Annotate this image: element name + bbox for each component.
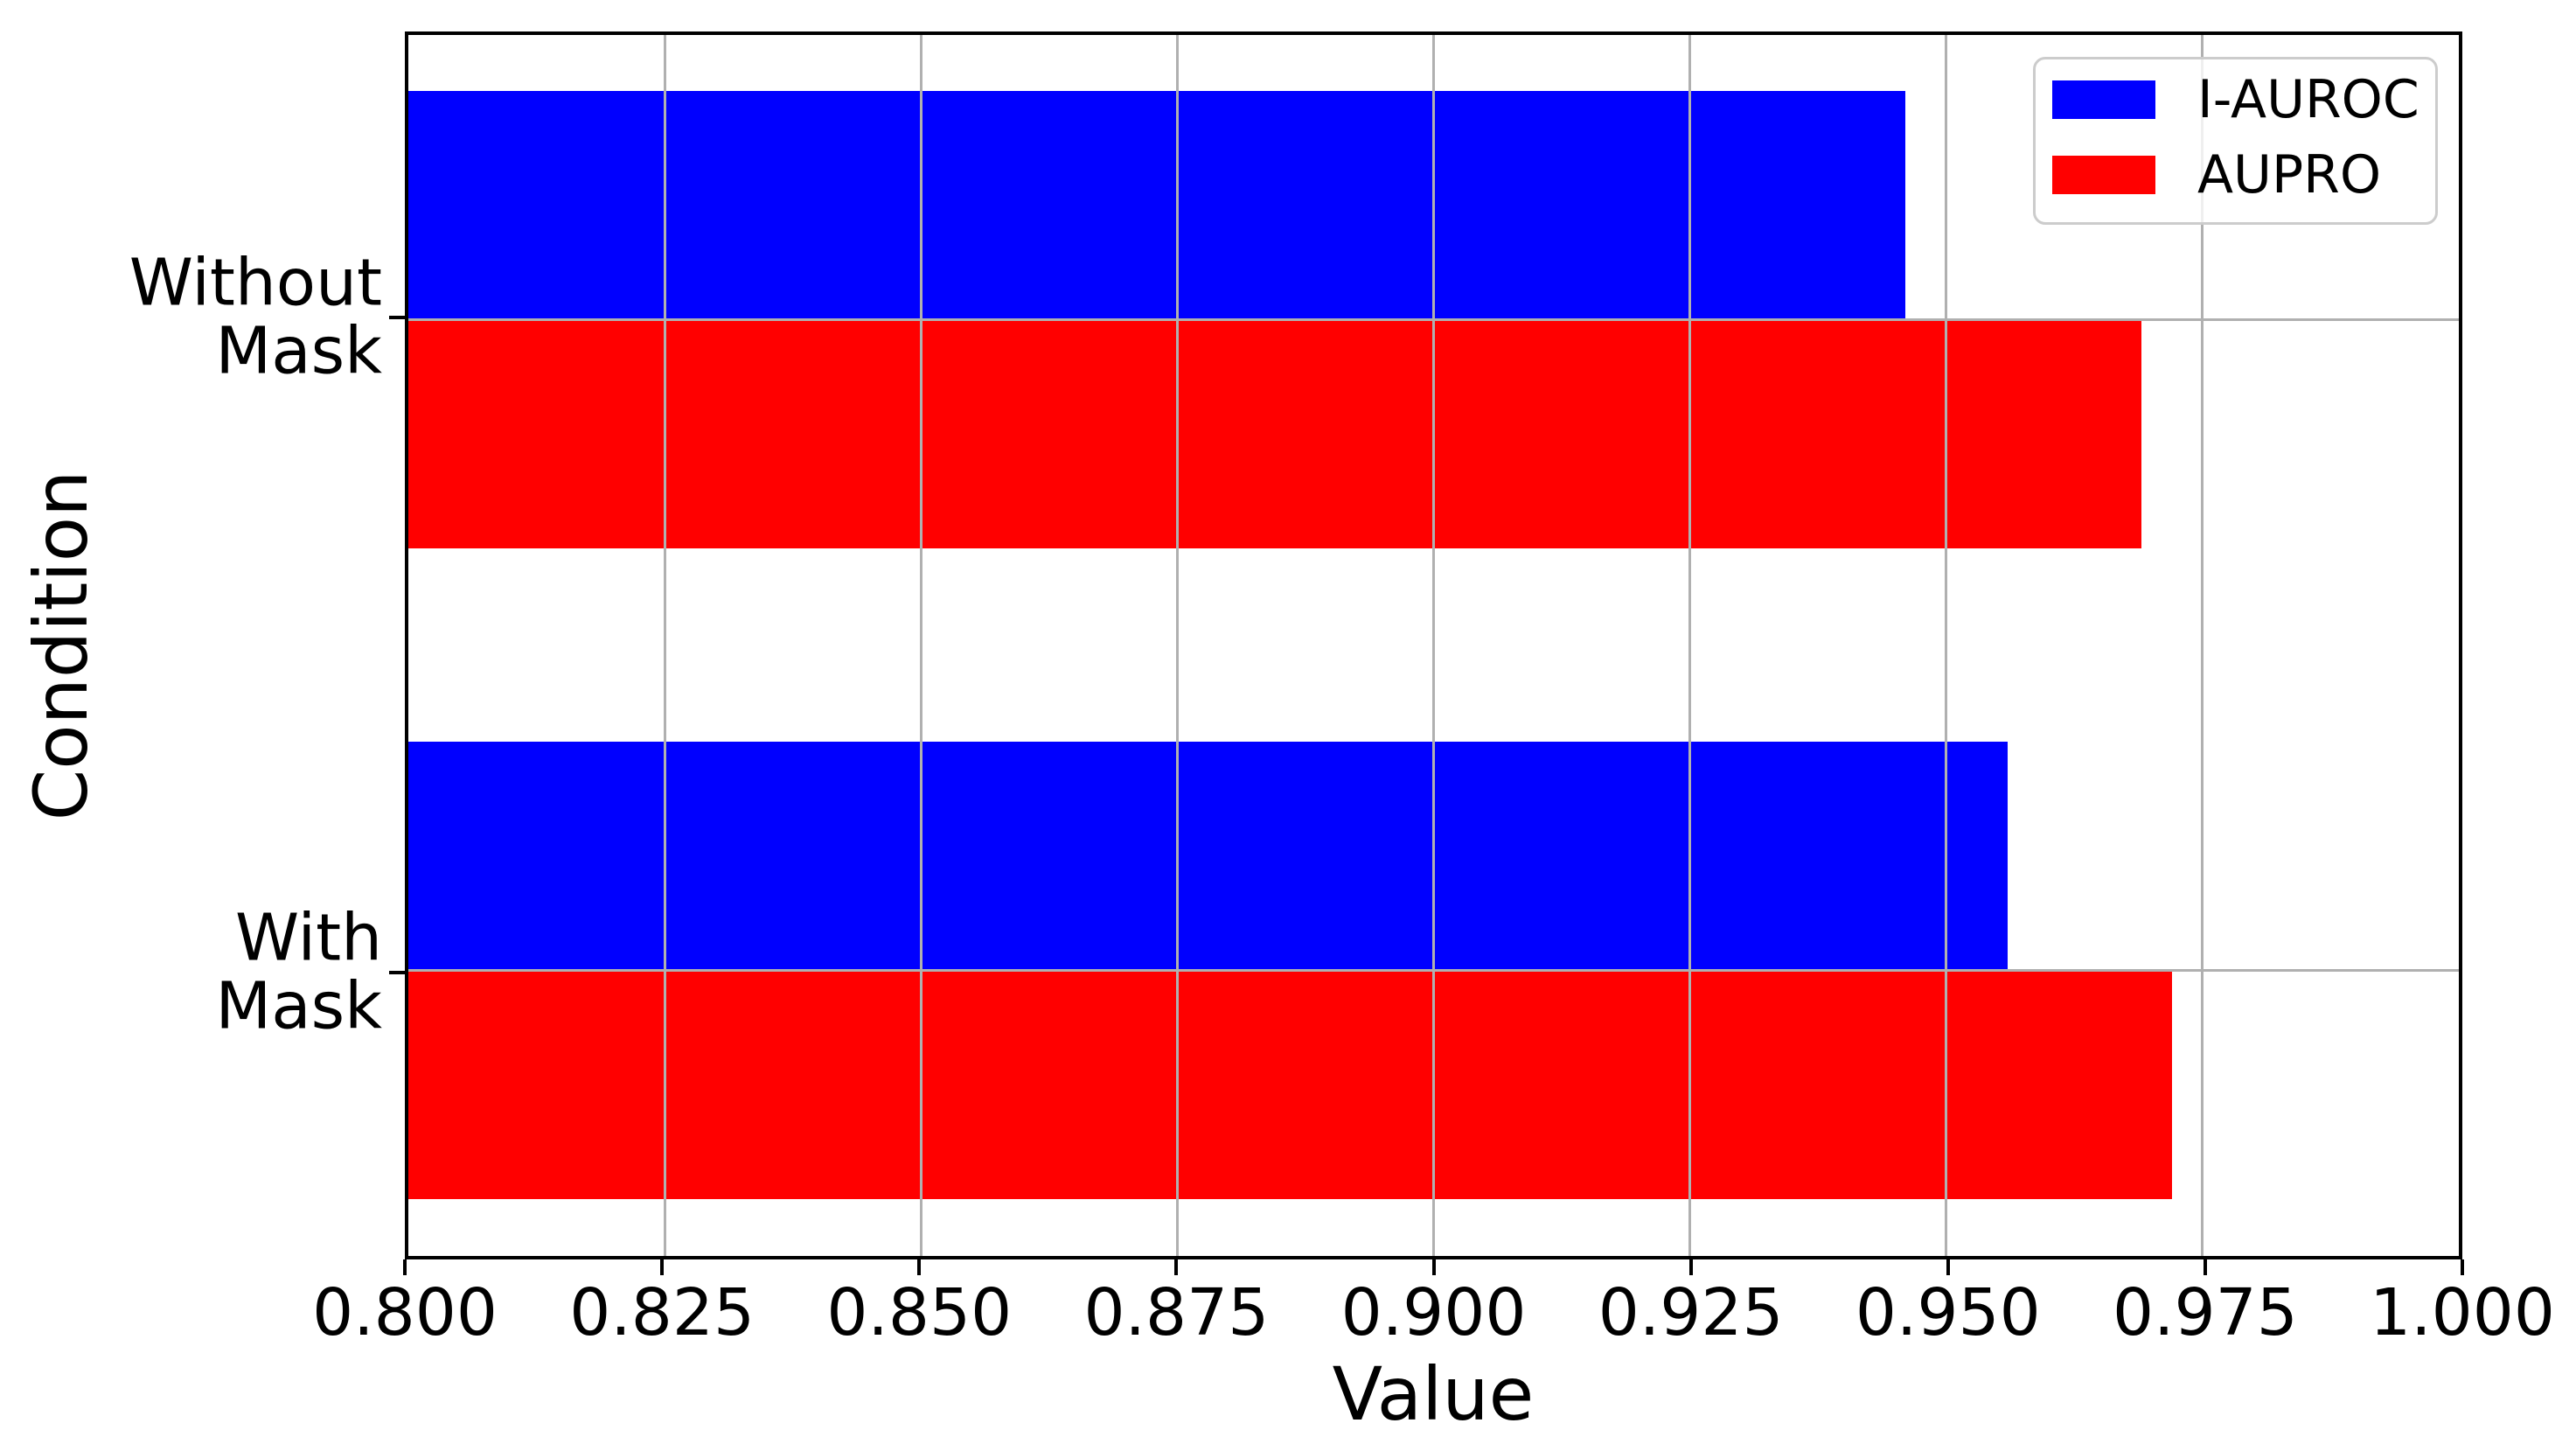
- x-axis-label: Value: [1332, 1351, 1535, 1437]
- x-tick-label-0.975: 0.975: [2112, 1275, 2298, 1350]
- bar-with-mask-i-auroc: [408, 742, 2009, 971]
- x-tick-mark-0.825: [660, 1259, 665, 1275]
- x-tick-label-0.800: 0.800: [312, 1275, 498, 1350]
- x-tick-label-0.950: 0.950: [1855, 1275, 2041, 1350]
- legend-swatch-aupro: [2052, 156, 2155, 194]
- plot-area: [405, 31, 2462, 1259]
- y-category-label-with-mask: With Mask: [215, 900, 382, 1045]
- legend-item-aupro: AUPRO: [2052, 149, 2381, 201]
- bar-without-mask-aupro: [408, 319, 2141, 548]
- gridline-x-0.900: [1432, 35, 1435, 1256]
- x-tick-mark-0.850: [917, 1259, 922, 1275]
- bar-without-mask-i-auroc: [408, 90, 1905, 320]
- legend: I-AUROC AUPRO: [2033, 57, 2438, 225]
- legend-item-i-auroc: I-AUROC: [2052, 73, 2419, 126]
- x-tick-mark-0.950: [1946, 1259, 1950, 1275]
- legend-label-aupro: AUPRO: [2197, 144, 2382, 206]
- x-tick-mark-0.925: [1688, 1259, 1693, 1275]
- x-tick-label-0.825: 0.825: [569, 1275, 755, 1350]
- gridline-x-0.975: [2201, 35, 2204, 1256]
- x-tick-label-0.875: 0.875: [1083, 1275, 1270, 1350]
- y-tick-mark-with-mask: [389, 971, 405, 975]
- gridline-y-without-mask: [408, 317, 2459, 321]
- x-tick-mark-0.800: [403, 1259, 407, 1275]
- legend-swatch-i-auroc: [2052, 80, 2155, 119]
- y-tick-mark-without-mask: [389, 315, 405, 319]
- gridline-x-0.875: [1175, 35, 1179, 1256]
- gridline-x-0.950: [1945, 35, 1948, 1256]
- legend-label-i-auroc: I-AUROC: [2197, 69, 2419, 130]
- gridline-x-0.850: [919, 35, 922, 1256]
- x-tick-label-1.000: 1.000: [2370, 1275, 2555, 1350]
- x-tick-mark-1.000: [2461, 1259, 2464, 1275]
- x-tick-label-0.925: 0.925: [1598, 1275, 1784, 1350]
- x-tick-mark-0.900: [1431, 1259, 1436, 1275]
- y-category-label-without-mask: Without Mask: [129, 245, 382, 389]
- bar-with-mask-aupro: [408, 970, 2172, 1200]
- x-tick-mark-0.975: [2203, 1259, 2207, 1275]
- x-tick-mark-0.875: [1174, 1259, 1179, 1275]
- x-tick-label-0.850: 0.850: [826, 1275, 1013, 1350]
- gridline-x-0.925: [1688, 35, 1692, 1256]
- gridline-y-with-mask: [408, 969, 2459, 973]
- gridline-x-0.825: [663, 35, 666, 1256]
- x-tick-label-0.900: 0.900: [1340, 1275, 1527, 1350]
- y-axis-label: Condition: [18, 470, 104, 821]
